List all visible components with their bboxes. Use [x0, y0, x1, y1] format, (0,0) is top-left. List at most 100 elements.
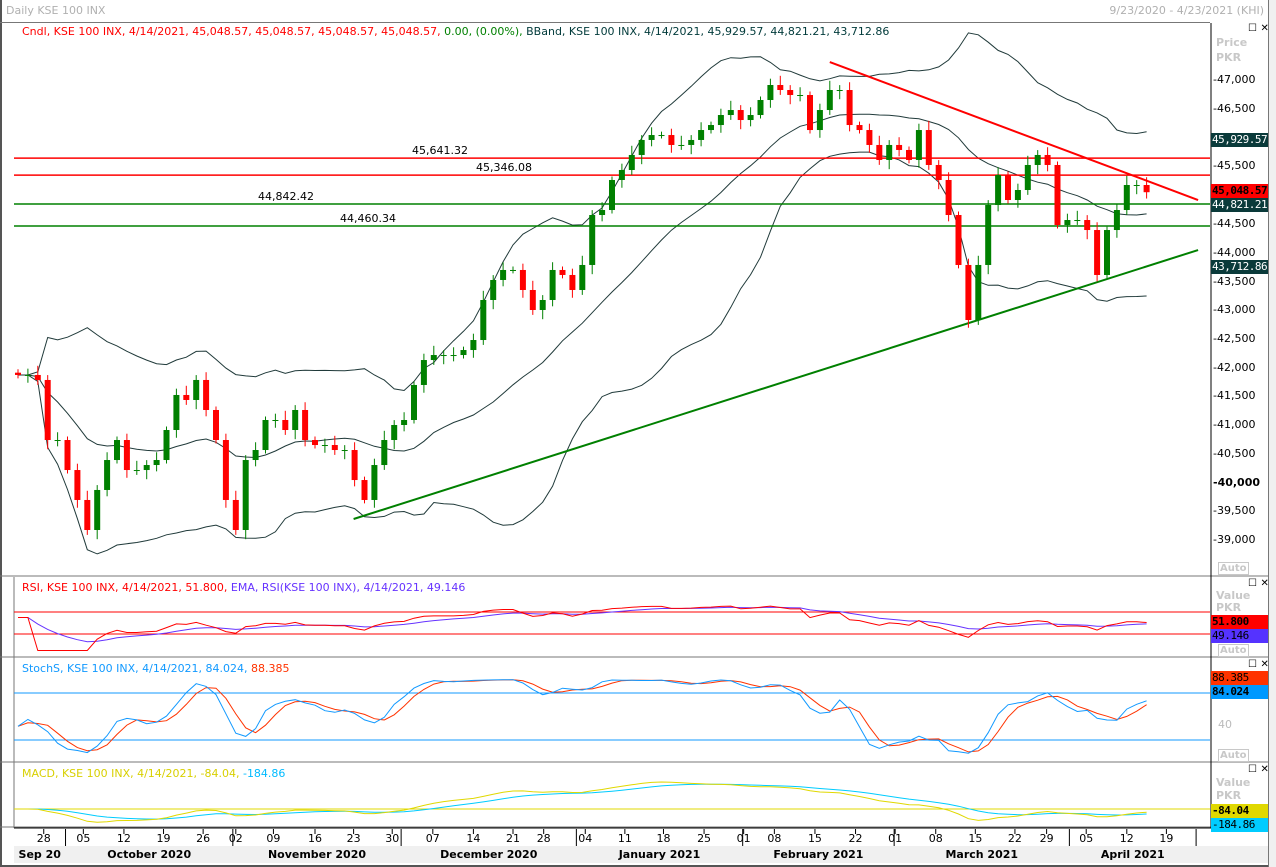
stoch-auto-button[interactable]: Auto	[1218, 749, 1249, 762]
candle-body	[480, 299, 487, 341]
candle-body	[1113, 210, 1120, 231]
rsi-maximize-close-icon[interactable]: ☐ ✕	[1248, 578, 1269, 589]
price-tick-label: -47,000	[1213, 73, 1256, 86]
candle-body	[876, 144, 883, 160]
candle-body	[529, 289, 536, 310]
candle-body	[114, 440, 120, 461]
date-tick-label: 09	[266, 832, 281, 845]
price-axis-header: Price	[1216, 36, 1248, 49]
macd-legend-text: MACD, KSE 100 INX, 4/14/2021, -84.04,	[22, 767, 240, 780]
price-tick-label: -40,500	[1213, 446, 1256, 460]
candle-body	[856, 125, 863, 131]
auto-scale-button[interactable]: Auto	[1218, 562, 1249, 575]
middle-band-tag: 44,821.21	[1211, 198, 1268, 212]
date-tick-label: 15	[807, 832, 822, 845]
stoch-d-legend: 88.385	[251, 662, 290, 675]
candle-body	[846, 90, 853, 126]
candle-body	[618, 169, 625, 180]
rsi-line	[18, 605, 1147, 651]
candle-body	[183, 394, 190, 400]
candle-body	[925, 130, 932, 165]
date-tick-label: 28	[536, 832, 551, 845]
main-legend: Cndl, KSE 100 INX, 4/14/2021, 45,048.57,…	[22, 25, 889, 38]
signal-legend-text: -184.86	[242, 767, 286, 780]
window-title: Daily KSE 100 INX	[6, 4, 106, 17]
price-tick-label: -43,500	[1213, 275, 1256, 289]
candle-body	[470, 340, 477, 351]
candle-body	[490, 279, 497, 300]
candle-body	[302, 409, 309, 441]
candle-body	[104, 460, 111, 490]
candle-body	[262, 419, 269, 451]
date-tick-label: 28	[36, 832, 51, 845]
price-tick-label: -42,500	[1213, 331, 1256, 345]
candle-body	[173, 394, 180, 431]
stoch-maximize-close-icon[interactable]: ☐ ✕	[1248, 659, 1269, 670]
month-label: February 2021	[773, 848, 864, 861]
candle-body	[816, 110, 823, 131]
macd-tag: -84.04	[1211, 804, 1268, 818]
date-tick-label: 23	[346, 832, 361, 845]
candle-body	[34, 374, 41, 380]
price-tick-label: -44,000	[1213, 245, 1256, 259]
candle-body	[312, 440, 318, 446]
candle-body	[440, 355, 447, 357]
candle-body	[1054, 164, 1061, 226]
date-tick-label: 25	[697, 832, 712, 845]
month-label: Sep 20	[18, 848, 61, 861]
month-label: January 2021	[618, 848, 701, 861]
rsi-tag: 51.800	[1211, 615, 1268, 629]
candle-body	[519, 269, 526, 290]
candle-body	[698, 130, 705, 140]
month-strip	[14, 846, 1268, 863]
candle-body	[579, 264, 586, 290]
ema-legend-text: EMA, RSI(KSE 100 INX), 4/14/2021, 49.146	[230, 581, 466, 594]
month-label: November 2020	[267, 848, 366, 861]
maximize-close-icon[interactable]: ☐ ✕	[1248, 23, 1269, 34]
candle-body	[401, 419, 408, 425]
candle-body	[44, 379, 51, 441]
macd-maximize-close-icon[interactable]: ☐ ✕	[1248, 764, 1269, 775]
candle-body	[737, 110, 744, 121]
date-tick-label: 01	[888, 832, 903, 845]
candle-body	[945, 179, 952, 216]
candle-body	[292, 409, 299, 431]
candle-body	[559, 269, 566, 275]
bband-lower-line	[18, 151, 1147, 555]
candle-body	[222, 440, 229, 500]
candle-body	[351, 450, 358, 481]
candle-body	[203, 379, 210, 410]
candle-body	[727, 110, 734, 116]
bband-legend: BBand, KSE 100 INX, 4/14/2021, 45,929.57…	[526, 25, 890, 38]
candle-body	[143, 465, 150, 471]
candle-body	[747, 115, 754, 121]
candle-body	[74, 470, 81, 500]
candle-body	[1094, 230, 1101, 275]
candle-body	[767, 85, 774, 101]
candle-body	[896, 144, 903, 150]
candle-body	[252, 450, 259, 461]
last-price-tag: 45,048.57	[1211, 184, 1268, 198]
scrollbar[interactable]	[1268, 0, 1276, 867]
rsi-auto-button[interactable]: Auto	[1218, 644, 1249, 657]
candle-body	[708, 125, 714, 131]
candle-body	[539, 299, 546, 310]
change-legend: 0.00, (0.00%),	[444, 25, 523, 38]
price-tick-label: -40,000	[1213, 475, 1261, 489]
candle-body	[321, 445, 328, 447]
month-label: March 2021	[945, 848, 1019, 861]
stoch-k-tag: 84.024	[1211, 685, 1268, 699]
date-tick-label: 26	[196, 832, 211, 845]
candle-body	[1074, 220, 1081, 222]
candle-body	[391, 425, 398, 441]
candle-body	[24, 374, 31, 376]
candle-body	[975, 264, 982, 321]
candle-body	[995, 174, 1002, 206]
date-tick-label: 22	[1007, 832, 1022, 845]
candle-body	[1005, 174, 1011, 201]
candle-body	[1014, 189, 1021, 201]
candle-body	[430, 355, 437, 361]
candle-body	[935, 164, 942, 180]
candle-body	[797, 95, 804, 97]
